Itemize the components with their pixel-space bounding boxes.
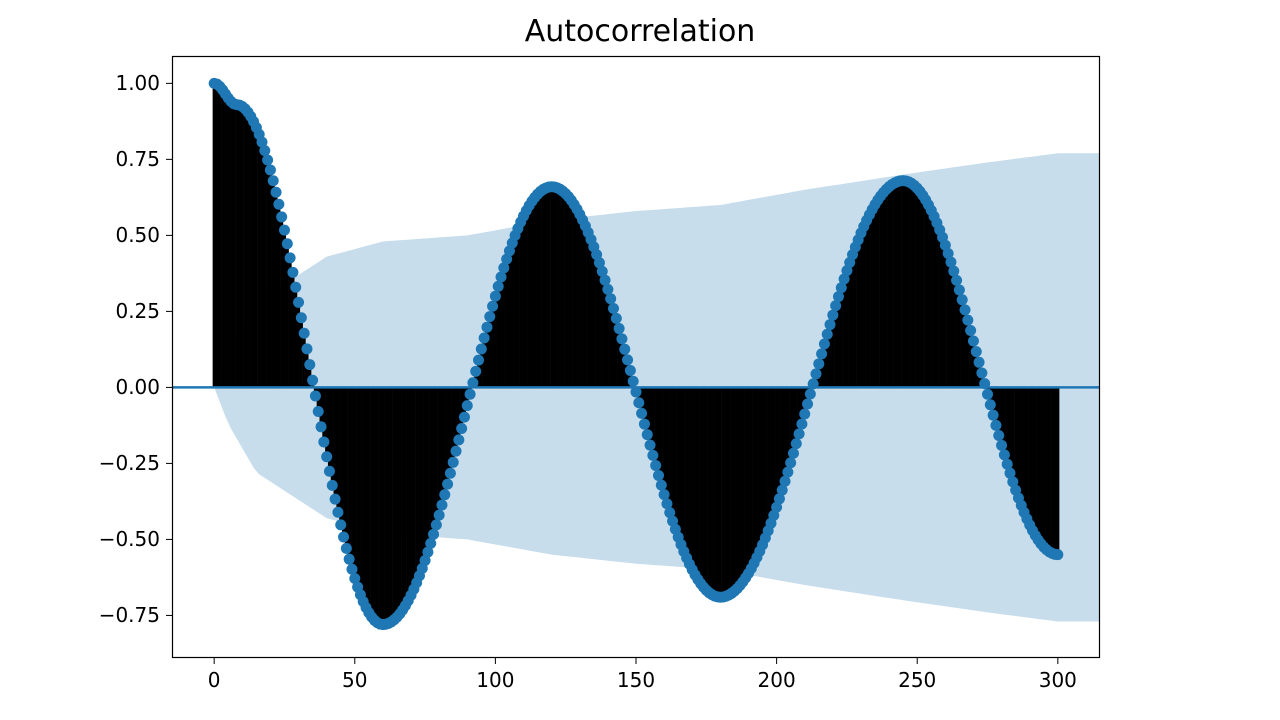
y-tick-label: 1.00: [80, 71, 160, 95]
x-tick-label: 100: [476, 668, 514, 692]
autocorrelation-figure: Autocorrelation −0.75 −0.50 −0.25 0.00 0.25 0…: [0, 0, 1280, 720]
y-tick-label: −0.75: [80, 603, 160, 627]
x-tick-label: 300: [1039, 668, 1077, 692]
y-tick-label: 0.25: [80, 299, 160, 323]
plot-svg: [172, 56, 1100, 658]
x-tick-label: 150: [617, 668, 655, 692]
x-tick-label: 250: [898, 668, 936, 692]
y-tick-label: −0.50: [80, 527, 160, 551]
y-tick-label: 0.50: [80, 223, 160, 247]
chart-title: Autocorrelation: [0, 14, 1280, 49]
y-tick-label: 0.75: [80, 147, 160, 171]
plot-area: [172, 56, 1100, 658]
y-tick-label: 0.00: [80, 375, 160, 399]
x-tick-label: 50: [342, 668, 367, 692]
x-tick-label: 0: [208, 668, 221, 692]
x-tick-label: 200: [758, 668, 796, 692]
y-tick-label: −0.25: [80, 451, 160, 475]
